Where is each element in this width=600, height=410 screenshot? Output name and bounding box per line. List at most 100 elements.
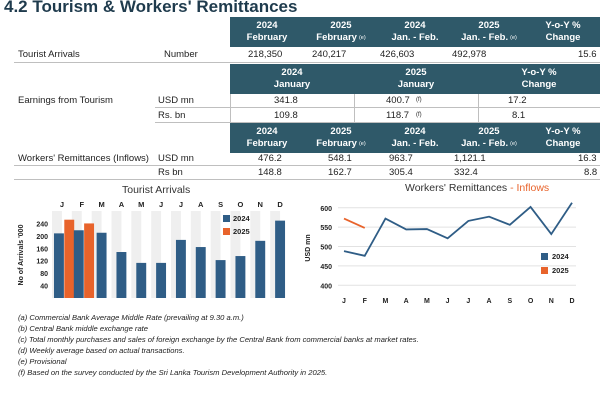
bar-2024 [73, 230, 84, 298]
table2-header: 2024 January 2025 January Y-o-Y % Change [230, 64, 600, 94]
legend-swatch [541, 267, 548, 274]
y-tick-label: 120 [36, 259, 48, 266]
x-tick-label: J [446, 298, 450, 305]
x-tick-label: A [404, 298, 409, 305]
row-unit: USD mn [158, 153, 194, 164]
table-row: Tourist Arrivals Number 218,350 240,217 … [0, 48, 600, 62]
remittances-chart: 400 450 500 550 600 J F M A M J J A S O N D USD mn 2024 202… [305, 202, 576, 305]
cell: 17.2 [508, 95, 527, 106]
footnote: (e) Provisional [18, 357, 67, 366]
column-band [101, 211, 112, 298]
row-unit: Rs bn [158, 167, 183, 178]
y-tick-label: 500 [320, 245, 332, 252]
x-tick-label: S [507, 298, 512, 305]
cell: 305.4 [389, 167, 413, 178]
x-tick-label: N [549, 298, 554, 305]
x-tick-label: N [258, 200, 263, 209]
x-tick-label: S [218, 200, 223, 209]
cell: 426,603 [380, 49, 415, 60]
cell-note: (f) [416, 97, 422, 103]
footnote: (f) Based on the survey conducted by the… [18, 368, 328, 377]
divider [155, 107, 600, 108]
cell: 15.6 [578, 49, 597, 60]
tourist-chart-title: Tourist Arrivals [122, 184, 191, 196]
table2-col-3: Y-o-Y % Change [521, 67, 557, 90]
cell-note: (f) [416, 112, 422, 118]
x-tick-label: A [487, 298, 492, 305]
row-label: Earnings from Tourism [18, 95, 113, 106]
cell: 492,978 [452, 49, 487, 60]
bar-2024 [136, 262, 147, 298]
cell: 218,350 [248, 49, 283, 60]
column-band [280, 211, 290, 298]
footnote: (a) Commercial Bank Average Middle Rate … [18, 313, 244, 322]
bar-2024 [235, 256, 246, 298]
divider [155, 122, 600, 123]
row-unit: Rs. bn [158, 110, 186, 121]
x-tick-label: J [342, 298, 346, 305]
legend-swatch [223, 215, 230, 222]
y-tick-label: 450 [320, 264, 332, 271]
bar-2024 [156, 262, 167, 298]
table1-header: 2024 February 2025 February (e) 2024 Jan. - … [230, 17, 600, 47]
y-tick-label: 600 [320, 206, 332, 213]
column-band [161, 211, 171, 298]
cell: 118.7 [386, 110, 410, 121]
footnote: (c) Total monthly purchases and sales of… [18, 335, 419, 344]
legend-swatch [223, 228, 230, 235]
column-band [240, 211, 251, 298]
y-tick-label: 160 [36, 246, 48, 253]
x-tick-label: O [237, 200, 243, 209]
divider [14, 165, 600, 166]
x-tick-label: J [60, 200, 64, 209]
y-tick-label: 400 [320, 283, 332, 290]
table1-col-4: 2025 Jan. - Feb. (e) [461, 20, 517, 43]
x-tick-label: O [528, 298, 534, 305]
table-row: Earnings from Tourism USD mn 341.8 400.7… [0, 94, 600, 108]
x-tick-label: M [383, 298, 389, 305]
divider [478, 94, 479, 122]
table1-col-1: 2024 February [246, 20, 288, 43]
table3-col-3: 2024 Jan. - Feb. [391, 126, 439, 149]
table-row: Rs. bn 109.8 118.7 (f) 8.1 [0, 109, 600, 123]
divider [14, 179, 600, 180]
table1-col-3: 2024 Jan. - Feb. [391, 20, 439, 43]
x-tick-label: A [198, 200, 204, 209]
y-tick-label: 550 [320, 225, 332, 232]
row-unit: Number [164, 49, 198, 60]
legend-label: 2025 [233, 227, 250, 236]
table3-col-4: 2025 Jan. - Feb. (e) [461, 126, 517, 149]
cell: 16.3 [578, 153, 597, 164]
cell: 240,217 [312, 49, 347, 60]
bar-2024 [96, 232, 107, 298]
bar-2025 [64, 219, 75, 298]
table3-col-5: Y-o-Y % Change [545, 126, 581, 149]
cell: 332.4 [454, 167, 478, 178]
column-band [220, 211, 231, 298]
cell: 400.7 [386, 95, 410, 106]
table3-col-1: 2024 February [246, 126, 288, 149]
cell: 148.8 [258, 167, 282, 178]
divider [230, 94, 231, 122]
x-tick-label: D [277, 200, 283, 209]
table3-header: 2024 February 2025 February (e) 2024 Jan. - … [230, 123, 600, 153]
bar-2024 [275, 220, 286, 298]
x-tick-label: A [119, 200, 125, 209]
remit-chart-title: Workers' Remittances - Inflows [405, 182, 550, 194]
bar-2024 [195, 247, 206, 298]
x-tick-label: M [98, 200, 104, 209]
table2-col-2: 2025 January [397, 67, 435, 90]
table1-col-5: Y-o-Y % Change [545, 20, 581, 43]
bar-2024 [255, 240, 266, 298]
table-row: Rs bn 148.8 162.7 305.4 332.4 8.8 [0, 166, 600, 180]
y-tick-label: 80 [40, 271, 48, 278]
y-axis-label: No of Arrivals '000 [18, 224, 25, 285]
column-band [141, 211, 152, 298]
table-row: Workers' Remittances (Inflows) USD mn 47… [0, 152, 600, 166]
x-tick-label: F [79, 200, 84, 209]
x-tick-label: M [424, 298, 430, 305]
cell: 8.8 [584, 167, 598, 178]
cell: 1,121.1 [454, 153, 486, 164]
table3-col-2: 2025 February (e) [316, 126, 366, 149]
x-tick-label: J [159, 200, 163, 209]
